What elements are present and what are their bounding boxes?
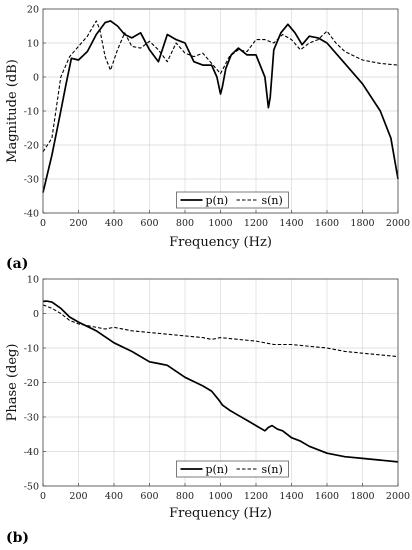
y-tick-label: -40 (24, 447, 39, 458)
panel-b-x-ticks: 0 200 400 600 800 1000 1200 1400 1600 1800 2000 (40, 483, 410, 502)
y-tick-label: -20 (24, 141, 39, 152)
x-tick-label: 1200 (244, 491, 268, 502)
x-tick-label: 2000 (386, 218, 410, 229)
panel-b-y-axis-label: Phase (deg) (5, 344, 20, 422)
series-line-pn (42, 20, 399, 193)
x-tick-label: 1400 (279, 218, 303, 229)
y-tick-label: -40 (24, 209, 39, 220)
legend-entry-label: p(n) (206, 194, 229, 207)
x-tick-label: 1000 (208, 218, 232, 229)
x-tick-label: 0 (40, 218, 46, 229)
y-tick-label: -30 (24, 413, 39, 424)
x-tick-label: 1600 (315, 218, 339, 229)
y-tick-label: 10 (27, 39, 39, 50)
panel-a-grid (42, 8, 399, 214)
y-tick-label: -30 (24, 175, 39, 186)
panel-b-chart: 0 200 400 600 800 1000 1200 1400 1600 1800 2000 -5… (5, 275, 410, 547)
x-tick-label: 2000 (386, 491, 410, 502)
panel-b-y-ticks: -50 -40 -30 -20 -10 0 10 (24, 275, 46, 493)
y-tick-label: -10 (24, 344, 39, 355)
series-line-sn (42, 20, 399, 153)
panel-a-series (42, 20, 399, 193)
legend-box (176, 460, 289, 478)
panel-b-series (42, 300, 399, 463)
panel-a-x-axis-label: Frequency (Hz) (169, 235, 272, 250)
series-line-pn (42, 300, 399, 463)
panel-b-grid (42, 278, 399, 487)
legend-box (176, 191, 289, 209)
panel-a-chart: 0 200 400 600 800 1000 1200 1400 1600 1800 2000 -4… (5, 5, 410, 273)
x-tick-label: 200 (69, 218, 87, 229)
x-tick-label: 600 (140, 491, 158, 502)
x-tick-label: 1600 (315, 491, 339, 502)
x-tick-label: 400 (105, 491, 123, 502)
x-tick-label: 1000 (208, 491, 232, 502)
y-tick-label: -10 (24, 107, 39, 118)
x-tick-label: 0 (40, 491, 46, 502)
panel-a-x-ticks: 0 200 400 600 800 1000 1200 1400 1600 1800 2000 (40, 210, 410, 229)
panel-b-legend: p(n) s(n) (176, 460, 289, 478)
series-line-sn (42, 304, 399, 358)
panel-b-label: (b) (6, 530, 29, 546)
panel-b-x-axis-label: Frequency (Hz) (169, 506, 272, 521)
y-tick-label: 0 (33, 309, 39, 320)
panel-a-y-axis-label: Magnitude (dB) (5, 59, 20, 163)
x-tick-label: 1200 (244, 218, 268, 229)
y-tick-label: -50 (24, 482, 39, 493)
y-tick-label: 10 (27, 275, 39, 286)
x-tick-label: 1800 (350, 218, 374, 229)
x-tick-label: 600 (140, 218, 158, 229)
legend-entry-label: s(n) (262, 194, 283, 207)
panel-a-label: (a) (6, 256, 28, 272)
x-tick-label: 400 (105, 218, 123, 229)
panel-a-legend: p(n) s(n) (176, 191, 289, 209)
x-tick-label: 1400 (279, 491, 303, 502)
panel-a-y-ticks: -40 -30 -20 -10 0 10 20 (24, 5, 46, 220)
y-tick-label: 0 (33, 73, 39, 84)
legend-entry-label: s(n) (262, 463, 283, 476)
x-tick-label: 1800 (350, 491, 374, 502)
x-tick-label: 800 (176, 218, 194, 229)
x-tick-label: 200 (69, 491, 87, 502)
x-tick-label: 800 (176, 491, 194, 502)
legend-entry-label: p(n) (206, 463, 229, 476)
y-tick-label: 20 (27, 5, 39, 16)
y-tick-label: -20 (24, 378, 39, 389)
